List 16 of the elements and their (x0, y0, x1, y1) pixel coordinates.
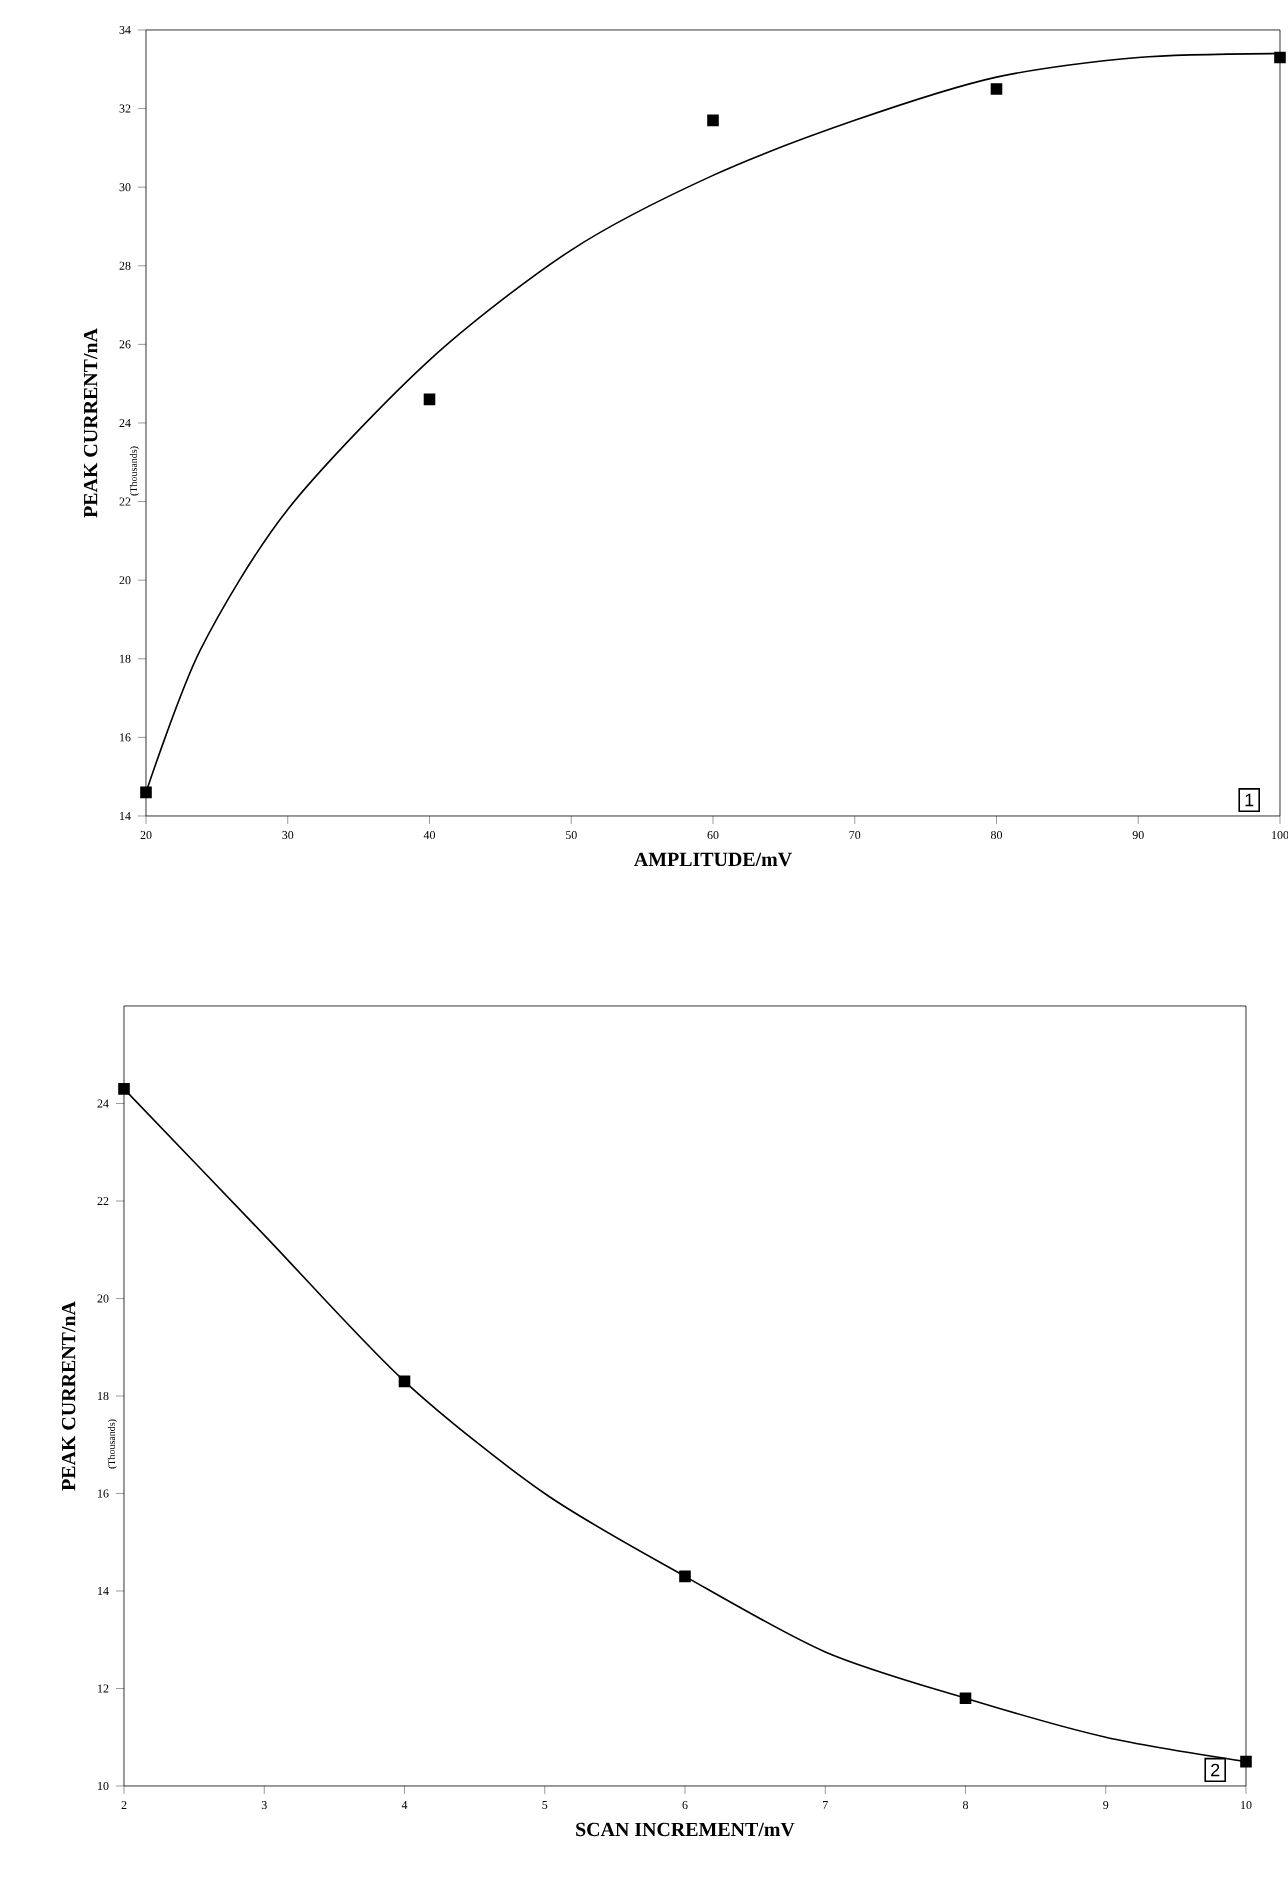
point (707, 114, 719, 127)
x-axis-title: AMPLITUDE/mV (634, 852, 792, 867)
point (959, 1692, 972, 1705)
point (140, 786, 152, 799)
point (118, 1083, 130, 1095)
point (679, 1570, 691, 1583)
point (990, 83, 1003, 95)
point (1274, 51, 1286, 64)
point (398, 1375, 411, 1388)
annotation: 1 (1245, 793, 1254, 807)
y-axis-title: PEAK CURRENT/nA (61, 1301, 76, 1491)
point (423, 393, 436, 406)
point (1240, 1755, 1252, 1768)
y-axis-title: PEAK CURRENT/nA (83, 328, 98, 518)
annotation: 2 (1211, 1763, 1220, 1777)
x-axis-title: SCAN INCREMENT/mV (576, 1822, 795, 1837)
